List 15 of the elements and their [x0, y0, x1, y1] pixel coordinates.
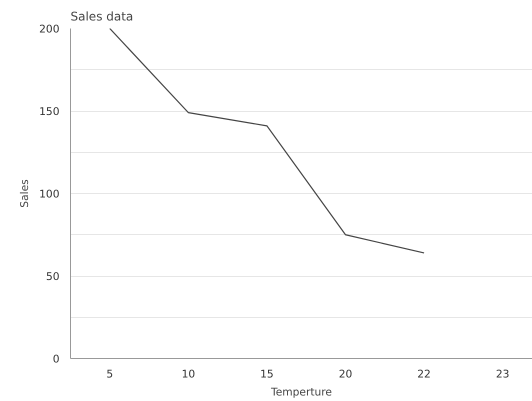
x-tick-label: 10: [182, 368, 196, 380]
y-axis-title: Sales: [18, 178, 32, 208]
x-tick-label: 23: [496, 368, 510, 380]
chart-title: Sales data: [70, 10, 134, 24]
y-tick-label: 100: [39, 188, 60, 200]
line-series: [109, 28, 425, 254]
x-tick-label: 5: [106, 368, 114, 380]
x-tick-label: 15: [260, 368, 274, 380]
x-tick-label: 20: [338, 368, 352, 380]
y-tick-label: 0: [52, 352, 60, 366]
x-tick-label: 22: [417, 368, 431, 380]
y-tick-label: 200: [39, 22, 60, 36]
y-tick-label: 50: [46, 270, 60, 283]
x-axis-title: Temperture: [270, 386, 332, 398]
y-tick-label: 150: [39, 105, 60, 118]
